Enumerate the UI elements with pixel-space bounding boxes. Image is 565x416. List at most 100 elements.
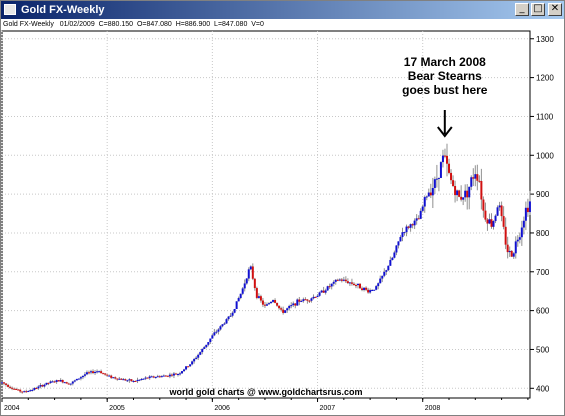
price-bar-body — [419, 210, 422, 219]
price-bar-body — [448, 163, 451, 173]
price-bar-body — [365, 287, 368, 290]
price-bar-body — [75, 378, 78, 381]
window-icon — [4, 4, 16, 15]
price-bar-body — [500, 205, 503, 217]
price-bar-body — [154, 376, 157, 378]
price-bar-body — [393, 252, 396, 258]
price-bar-body — [178, 373, 181, 375]
price-bar-body — [106, 374, 109, 376]
price-bar-body — [146, 377, 149, 379]
price-bar-body — [514, 241, 517, 254]
price-bar-body — [217, 329, 220, 332]
price-bar-body — [488, 219, 491, 224]
price-bar-body — [215, 331, 218, 333]
price-bar-body — [294, 303, 297, 306]
price-bar-body — [19, 389, 22, 392]
price-bar-body — [439, 162, 442, 178]
price-bar-body — [385, 270, 388, 272]
price-bar-body — [5, 383, 8, 385]
price-bar-body — [510, 250, 513, 257]
price-bar-body — [39, 385, 42, 387]
price-bar-body — [160, 376, 163, 378]
info-open: O=847.080 — [136, 21, 172, 28]
close-button[interactable]: ✕ — [548, 3, 562, 16]
price-bar-body — [369, 290, 372, 293]
price-bar-body — [474, 174, 477, 179]
y-tick-label: 1100 — [536, 112, 554, 121]
minimize-button[interactable]: _ — [515, 3, 529, 16]
maximize-button[interactable]: □ — [531, 3, 545, 16]
price-bar-body — [81, 375, 84, 378]
price-bar-body — [338, 279, 341, 281]
price-bar-body — [59, 379, 62, 382]
price-bar-body — [259, 296, 262, 301]
price-bar-body — [435, 178, 438, 180]
price-bar-body — [164, 375, 167, 377]
price-bar-body — [359, 283, 362, 289]
price-bar-body — [421, 206, 424, 211]
price-bar-body — [263, 304, 266, 306]
price-bar-body — [150, 376, 153, 378]
info-close: C=880.150 — [98, 21, 134, 28]
price-bar-body — [407, 226, 410, 228]
price-bar-body — [389, 260, 392, 266]
price-bar-body — [162, 375, 165, 377]
price-bar-body — [61, 379, 64, 383]
info-date: 01/02/2009 — [59, 21, 95, 28]
x-tick-label: 2008 — [425, 405, 441, 412]
price-bar-body — [122, 379, 125, 381]
price-bar-body — [96, 371, 99, 373]
price-bar-body — [130, 379, 133, 382]
price-bar-body — [524, 207, 527, 221]
x-tick-label: 2005 — [109, 405, 125, 412]
price-bar-body — [128, 379, 131, 381]
x-tick-label: 2004 — [4, 405, 20, 412]
price-bar-body — [443, 155, 446, 157]
price-bar-body — [87, 372, 90, 374]
price-bar-body — [401, 232, 404, 238]
price-bar-body — [170, 374, 173, 376]
price-bar-body — [57, 380, 60, 382]
price-bar-body — [312, 296, 315, 299]
price-bar-body — [241, 288, 244, 294]
price-bar-body — [45, 382, 48, 385]
price-bar-body — [71, 381, 74, 384]
price-bar-body — [423, 197, 426, 207]
price-bar-body — [516, 239, 519, 242]
price-bar-body — [452, 180, 455, 186]
price-bar-body — [138, 379, 141, 381]
price-bar-body — [379, 278, 382, 284]
price-bar-body — [346, 281, 349, 284]
price-bar-body — [526, 207, 529, 213]
info-low: L=847.080 — [214, 21, 248, 28]
price-bar-body — [437, 177, 440, 179]
price-bar-body — [265, 304, 268, 306]
price-bar-body — [336, 279, 339, 281]
x-tick-label: 2006 — [214, 405, 230, 412]
price-bar-body — [486, 219, 489, 224]
price-bar-body — [85, 372, 88, 375]
price-bar-body — [77, 378, 80, 380]
title-bar[interactable]: Gold FX-Weekly _ □ ✕ — [1, 1, 564, 19]
price-bar-body — [94, 371, 97, 374]
price-bar-body — [472, 177, 475, 179]
price-bar-body — [176, 373, 179, 375]
price-bar-body — [425, 196, 428, 198]
price-bar-body — [104, 373, 107, 375]
price-bar-body — [245, 278, 248, 284]
price-bar-body — [302, 299, 305, 302]
price-bar-body — [53, 381, 56, 383]
price-bar-body — [235, 301, 238, 309]
price-bar-body — [7, 384, 10, 387]
price-bar-body — [158, 376, 161, 378]
price-bar-body — [239, 293, 242, 299]
y-tick-label: 400 — [536, 384, 550, 393]
price-bar-body — [227, 316, 230, 320]
price-bar-body — [136, 379, 139, 382]
price-bar-body — [27, 391, 30, 393]
annotation-line2: Bear Stearns — [408, 69, 482, 83]
price-bar-body — [502, 216, 505, 227]
price-bar-body — [468, 186, 471, 198]
price-bar-body — [112, 377, 115, 379]
price-bar-body — [518, 237, 521, 240]
